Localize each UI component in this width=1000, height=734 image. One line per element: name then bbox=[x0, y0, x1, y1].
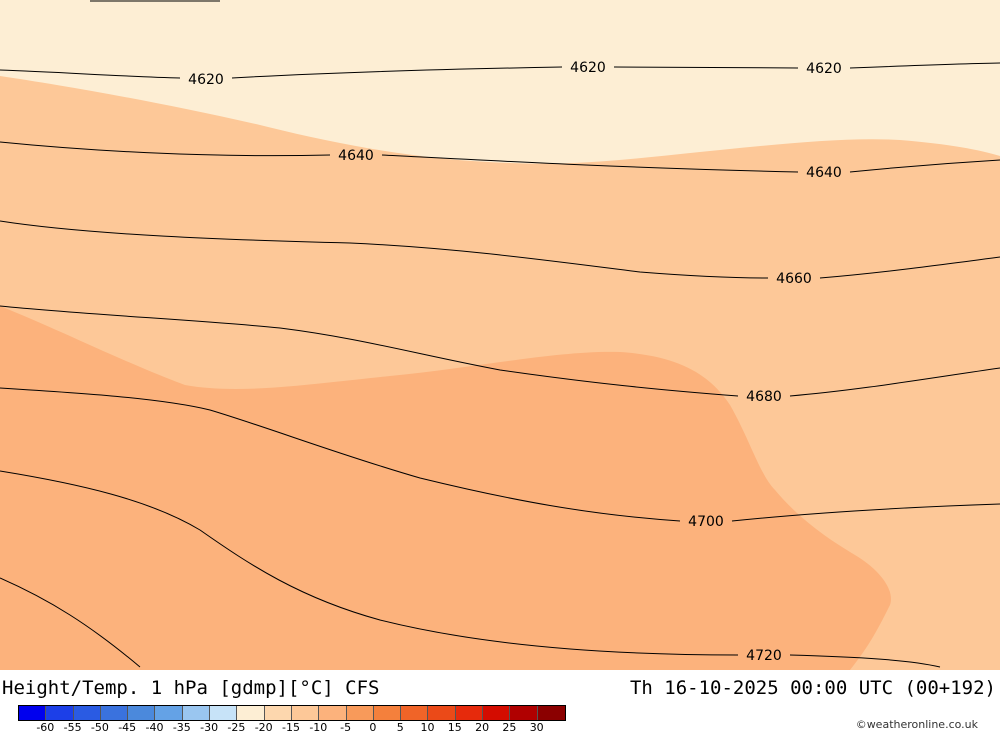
colorbar-swatch bbox=[291, 706, 320, 720]
contour-label: 4620 bbox=[570, 60, 606, 76]
temperature-colorbar bbox=[18, 705, 566, 721]
map-footer: Height/Temp. 1 hPa [gdmp][°C] CFS Th 16-… bbox=[0, 670, 1000, 734]
colorbar-swatch bbox=[237, 706, 265, 720]
colorbar-swatch bbox=[428, 706, 456, 720]
colorbar-tick-label: 0 bbox=[369, 721, 377, 734]
map-title: Height/Temp. 1 hPa [gdmp][°C] CFS bbox=[2, 677, 380, 699]
colorbar-swatch bbox=[264, 706, 292, 720]
contour-4660 bbox=[0, 220, 1000, 279]
contour-4720 bbox=[0, 470, 941, 668]
contour-label: 4680 bbox=[746, 389, 782, 405]
credit-text: ©weatheronline.co.uk bbox=[855, 718, 978, 731]
colorbar-swatch bbox=[210, 706, 238, 720]
contour-4700 bbox=[0, 387, 1000, 522]
colorbar-swatch bbox=[510, 706, 538, 720]
colorbar-swatch bbox=[401, 706, 429, 720]
weather-map: 4620 4620 4620 4640 4640 4660 4680 4700 … bbox=[0, 0, 1000, 670]
contour-label: 4620 bbox=[188, 72, 224, 88]
colorbar-tick-label: -20 bbox=[254, 721, 273, 734]
colorbar-tick-label: -5 bbox=[340, 721, 352, 734]
colorbar-swatch bbox=[182, 706, 211, 720]
contour-label: 4620 bbox=[806, 61, 842, 77]
colorbar-tick-label: -55 bbox=[63, 721, 82, 734]
contour-4620 bbox=[0, 62, 1000, 79]
colorbar-swatch bbox=[483, 706, 511, 720]
colorbar-tick-labels: -60 -55 -50 -45 -40 -35 -30 -25 -20 -15 -10 -5 0 5 10 1… bbox=[18, 721, 564, 734]
colorbar-swatch bbox=[155, 706, 183, 720]
colorbar-tick-label: 10 bbox=[420, 721, 435, 734]
colorbar-swatch bbox=[46, 706, 74, 720]
contour-4680 bbox=[0, 305, 1000, 397]
contour-label: 4640 bbox=[806, 165, 842, 181]
colorbar-tick-label: 15 bbox=[447, 721, 462, 734]
colorbar-swatch bbox=[537, 706, 565, 720]
contour-label: 4720 bbox=[746, 648, 782, 664]
colorbar-tick-label: -10 bbox=[309, 721, 328, 734]
contour-label: 4640 bbox=[338, 148, 374, 164]
colorbar-swatch bbox=[319, 706, 347, 720]
colorbar-swatch bbox=[73, 706, 101, 720]
contour-label: 4700 bbox=[688, 514, 724, 530]
colorbar-swatch bbox=[19, 706, 47, 720]
colorbar-swatch bbox=[346, 706, 374, 720]
colorbar-tick-label: -25 bbox=[227, 721, 246, 734]
colorbar-swatch bbox=[373, 706, 402, 720]
colorbar-tick-label: -40 bbox=[145, 721, 164, 734]
colorbar-tick-label: 25 bbox=[502, 721, 517, 734]
colorbar-tick-label: -60 bbox=[36, 721, 55, 734]
contour-4640 bbox=[0, 141, 1000, 173]
contour-label: 4660 bbox=[776, 271, 812, 287]
colorbar-swatch bbox=[128, 706, 156, 720]
colorbar-tick-label: 30 bbox=[529, 721, 544, 734]
colorbar-swatch bbox=[455, 706, 484, 720]
contour-4740 bbox=[0, 577, 141, 668]
colorbar-tick-label: -50 bbox=[90, 721, 109, 734]
colorbar-tick-label: -45 bbox=[118, 721, 137, 734]
colorbar-tick-label: 5 bbox=[396, 721, 404, 734]
colorbar-tick-label: -30 bbox=[200, 721, 219, 734]
colorbar-tick-label: -35 bbox=[172, 721, 191, 734]
temperature-band-mid bbox=[0, 306, 891, 670]
colorbar-swatch bbox=[100, 706, 129, 720]
map-valid-time: Th 16-10-2025 00:00 UTC (00+192) bbox=[629, 677, 996, 699]
colorbar-tick-label: -15 bbox=[282, 721, 300, 734]
colorbar-tick-label: 20 bbox=[475, 721, 490, 734]
